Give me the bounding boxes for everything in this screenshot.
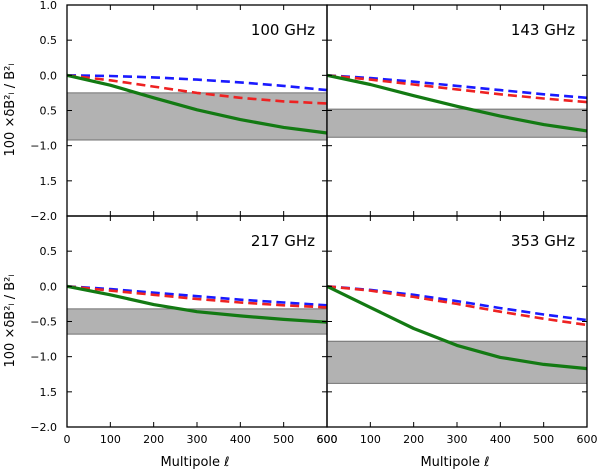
panel-title: 100 GHz: [251, 21, 315, 39]
shaded-band: [67, 92, 327, 141]
panel-frame: [326, 215, 588, 428]
y-tick-label: −1.0: [30, 140, 57, 153]
panel-title: 143 GHz: [511, 21, 575, 39]
x-tick-label: 0: [64, 433, 71, 446]
x-tick-label: 100: [360, 433, 381, 446]
panel-title: 353 GHz: [511, 232, 575, 250]
green-solid-line: [326, 284, 588, 371]
y-tick-label: −2.0: [30, 210, 57, 223]
shaded-band: [327, 109, 587, 138]
x-tick-label: 600: [577, 433, 598, 446]
panels-layer: 100 GHz 1.0 0.5 0.0 0.5 −1.0 1.5 −2.0 143 GHz 217…: [30, 0, 597, 446]
green-solid-line: [326, 73, 588, 133]
y-tick-label: 0.5: [40, 105, 58, 118]
red-dashed-line: [66, 285, 328, 309]
y-tick-label: 0.0: [40, 280, 58, 293]
x-tick-label: 600: [317, 433, 338, 446]
y-tick-label: 1.5: [40, 175, 58, 188]
green-solid-line: [66, 284, 328, 324]
blue-dashed-line: [326, 74, 588, 100]
labels-layer: Multipole ℓ Multipole ℓ 100 ×δB²ₗ / B²ₗ …: [3, 63, 490, 470]
y-tick-label: 0.5: [40, 34, 58, 47]
red-dashed-line: [66, 74, 328, 105]
y-tick-label: 1.0: [40, 0, 58, 12]
x-axis-title-left: Multipole ℓ: [160, 455, 229, 470]
y-tick-label: −1.0: [30, 351, 57, 364]
x-tick-label: 500: [273, 433, 294, 446]
x-tick-label: 200: [143, 433, 164, 446]
y-axis-title-top: 100 ×δB²ₗ / B²ₗ: [3, 63, 18, 156]
x-tick-label: 300: [447, 433, 468, 446]
red-dashed-line: [326, 74, 588, 104]
y-tick-label: 0.5: [40, 245, 58, 258]
panel-title: 217 GHz: [251, 232, 315, 250]
x-tick-label: 100: [100, 433, 121, 446]
shaded-band: [327, 341, 587, 384]
panel-1: 100 GHz 1.0 0.5 0.0 0.5 −1.0 1.5 −2.0: [30, 0, 328, 223]
x-tick-label: 200: [403, 433, 424, 446]
y-tick-label: 1.5: [40, 386, 58, 399]
x-tick-label: 400: [230, 433, 251, 446]
y-tick-label: −2.0: [30, 421, 57, 434]
x-tick-label: 300: [187, 433, 208, 446]
x-tick-label: 500: [533, 433, 554, 446]
y-tick-label: −0.5: [30, 316, 57, 329]
y-axis-title-bottom: 100 ×δB²ₗ / B²ₗ: [3, 274, 18, 367]
red-dashed-line: [326, 285, 588, 327]
panel-4: 353 GHz 600 100 200 300 400 500 600: [317, 215, 598, 446]
y-tick-label: 0.0: [40, 69, 58, 82]
blue-dashed-line: [66, 285, 328, 307]
panel-3: 217 GHz 0.5 0.0 −0.5 −1.0 1.5 −2.0 0 100 200 300 40…: [30, 215, 338, 446]
x-axis-title-right: Multipole ℓ: [420, 455, 489, 470]
blue-dashed-line: [66, 74, 328, 92]
panel-2: 143 GHz: [326, 4, 588, 217]
green-solid-line: [66, 73, 328, 135]
x-tick-label: 600: [317, 433, 338, 446]
x-tick-label: 400: [490, 433, 511, 446]
